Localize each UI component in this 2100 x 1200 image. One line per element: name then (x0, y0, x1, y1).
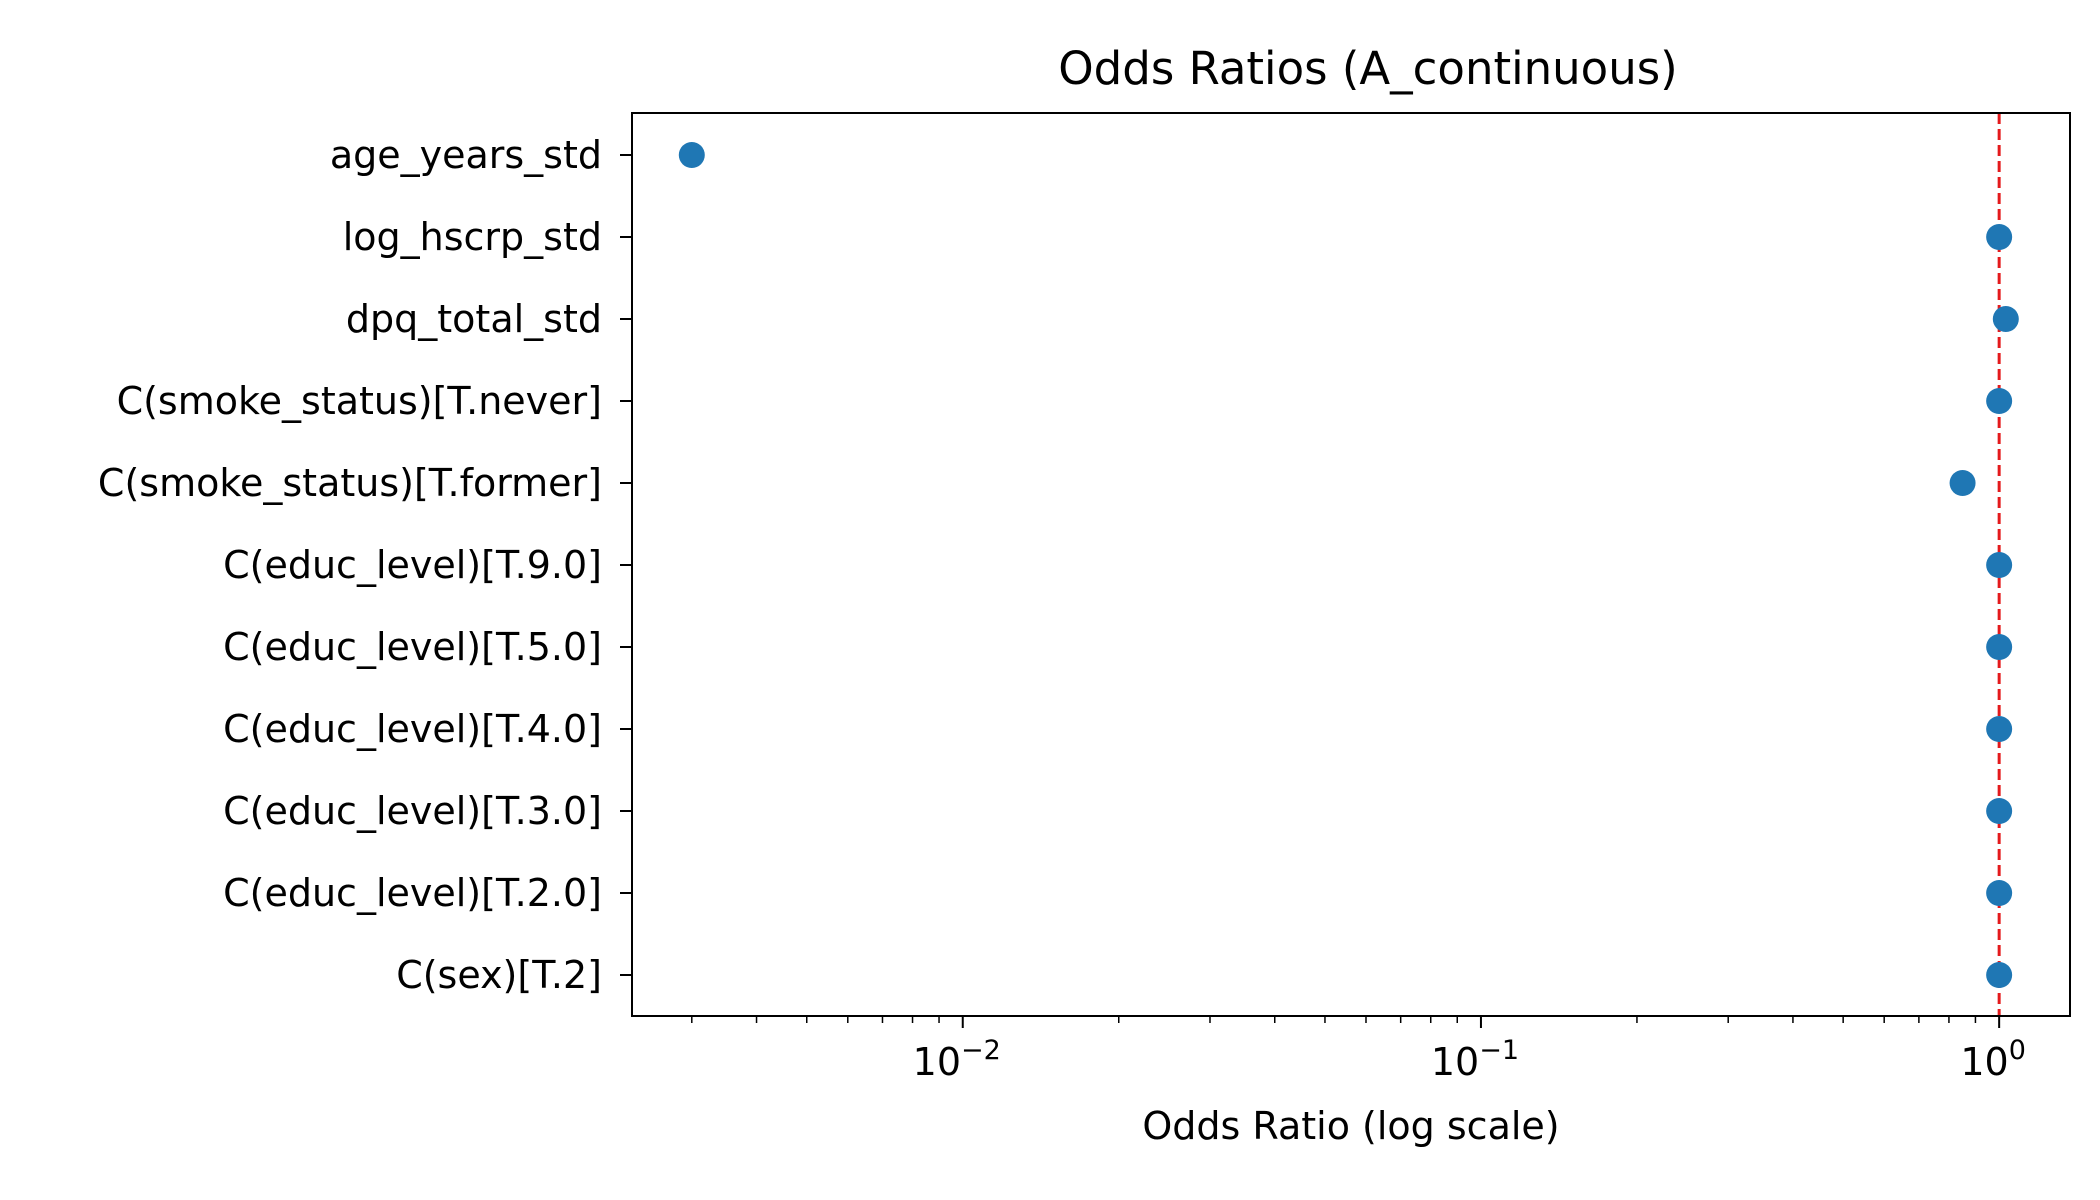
data-point (1992, 306, 2019, 332)
data-point (1986, 962, 2013, 988)
data-point (1986, 880, 2013, 906)
x-tick-exponent: −2 (961, 1035, 1001, 1066)
chart-title: Odds Ratios (A_continuous) (1058, 42, 1677, 95)
y-tick-label: C(educ_level)[T.9.0] (223, 543, 602, 587)
y-tick-label: C(educ_level)[T.4.0] (223, 707, 602, 751)
data-point (678, 142, 705, 168)
y-tick-label: C(smoke_status)[T.former] (98, 461, 602, 505)
x-tick-label: 10−2 (913, 1035, 1001, 1084)
data-point (1986, 798, 2013, 824)
x-tick-label: 100 (1960, 1035, 2026, 1084)
y-tick-label: C(educ_level)[T.2.0] (223, 871, 602, 915)
y-tick-label: dpq_total_std (346, 297, 602, 341)
y-tick-label: C(sex)[T.2] (396, 953, 602, 997)
plot-area: 10−2 10−1 100age_years_stdlog_hscrp_stddpq… (98, 113, 2026, 1084)
x-tick-exponent: 0 (2009, 1035, 2026, 1066)
data-point (1986, 716, 2013, 742)
x-tick-base: 10 (1960, 1040, 2008, 1084)
plot-frame (631, 112, 2071, 1017)
data-point (1986, 388, 2013, 414)
data-point (1986, 634, 2013, 660)
x-tick-label: 10−1 (1431, 1035, 1519, 1084)
x-tick-exponent: −1 (1479, 1035, 1519, 1066)
y-tick-label: C(educ_level)[T.5.0] (223, 625, 602, 669)
data-point (1949, 470, 1976, 496)
x-tick-base: 10 (913, 1040, 961, 1084)
x-tick-base: 10 (1431, 1040, 1479, 1084)
data-point (1986, 552, 2013, 578)
data-point (1986, 224, 2013, 250)
y-tick-label: age_years_std (330, 133, 602, 177)
y-tick-label: C(educ_level)[T.3.0] (223, 789, 602, 833)
x-axis-label: Odds Ratio (log scale) (1142, 1104, 1559, 1148)
y-tick-label: log_hscrp_std (343, 215, 602, 259)
y-tick-label: C(smoke_status)[T.never] (117, 379, 602, 423)
